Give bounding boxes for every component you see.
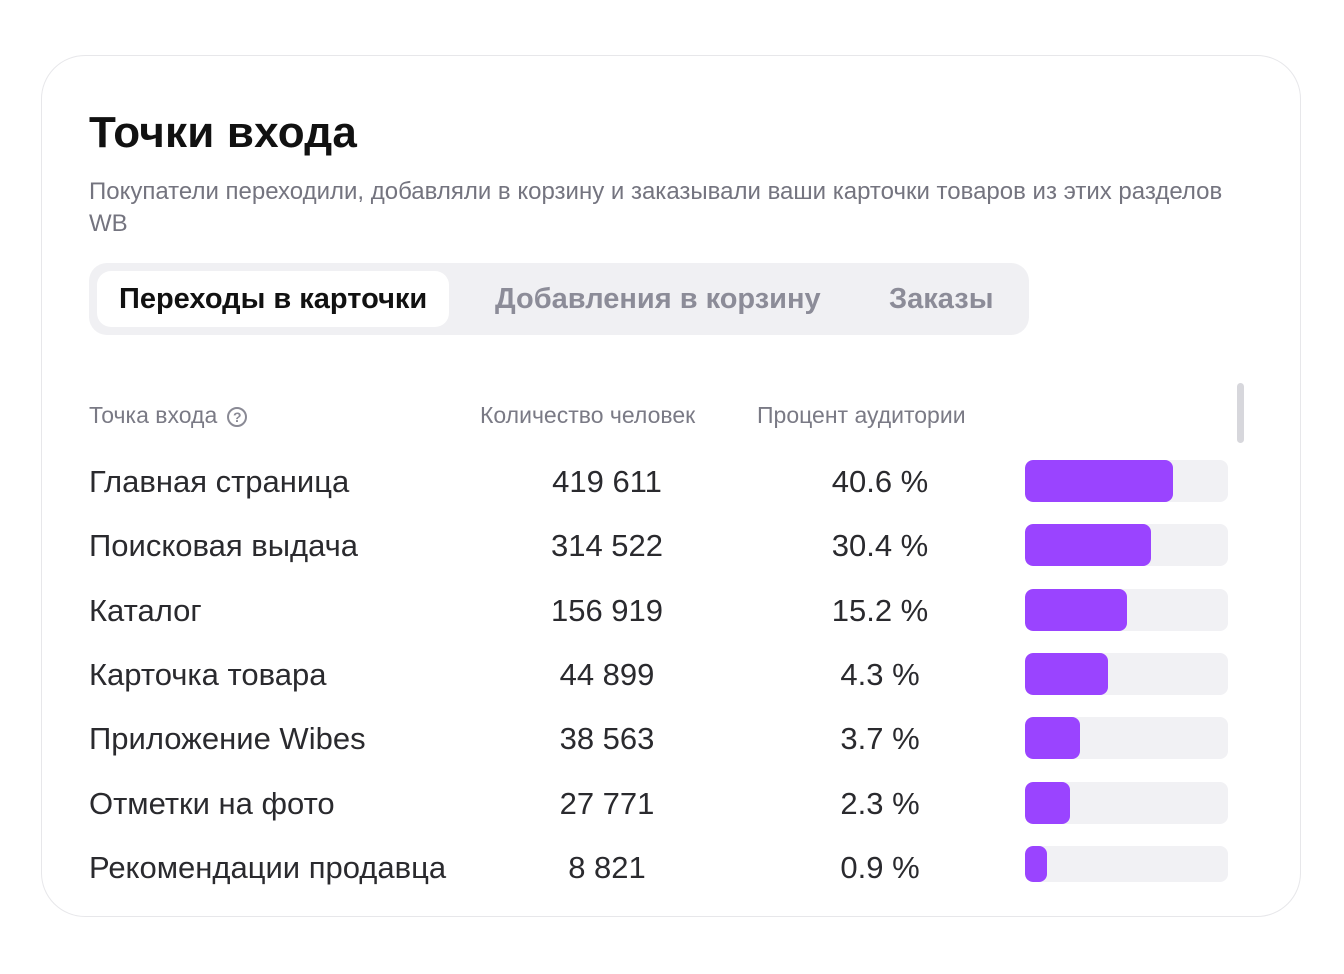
- row-share-bar-fill: [1025, 781, 1070, 824]
- row-entry-point-name: Поисковая выдача: [89, 528, 359, 564]
- row-share-bar-fill: [1025, 717, 1080, 760]
- column-header-percent: Процент аудитории: [757, 402, 966, 428]
- vertical-scrollbar[interactable]: [1237, 383, 1244, 443]
- row-share-bar-fill: [1025, 460, 1174, 502]
- row-people-count: 27 771: [559, 785, 655, 821]
- card-title: Точки входа: [89, 108, 358, 157]
- row-entry-point-name: Карточка товара: [89, 656, 327, 692]
- column-header-entry-point-label: Точка входа: [89, 402, 218, 428]
- row-entry-point-name: Рекомендации продавца: [89, 849, 447, 885]
- row-entry-point-name: Каталог: [89, 592, 202, 628]
- row-people-count: 38 563: [559, 721, 655, 757]
- row-entry-point-name: Отметки на фото: [89, 785, 335, 821]
- row-share-bar-fill: [1025, 588, 1127, 631]
- row-share-bar-fill: [1025, 652, 1109, 695]
- row-audience-percent: 2.3 %: [840, 785, 920, 821]
- row-audience-percent: 4.3 %: [840, 656, 920, 692]
- row-share-bar-track: [1025, 460, 1228, 502]
- row-audience-percent: 0.9 %: [840, 849, 920, 885]
- column-header-entry-point: Точка входа?: [89, 402, 248, 429]
- tab-add-to-cart[interactable]: Добавления в корзину: [495, 283, 821, 315]
- question-circle-icon[interactable]: ?: [227, 407, 248, 427]
- row-people-count: 156 919: [550, 592, 664, 628]
- column-header-people: Количество человек: [480, 402, 696, 428]
- row-people-count: 44 899: [559, 656, 655, 692]
- row-entry-point-name: Главная страница: [89, 464, 350, 499]
- row-audience-percent: 40.6 %: [831, 464, 929, 499]
- card-subtitle: Покупатели переходили, добавляли в корзи…: [89, 178, 1223, 237]
- row-share-bar-fill: [1025, 845, 1048, 882]
- row-share-bar-track: [1025, 845, 1228, 882]
- row-entry-point-name: Приложение Wibes: [89, 721, 366, 757]
- row-share-bar-track: [1025, 717, 1228, 760]
- row-audience-percent: 15.2 %: [831, 592, 929, 628]
- row-people-count: 314 522: [550, 528, 664, 564]
- row-share-bar-track: [1025, 781, 1228, 824]
- row-share-bar-track: [1025, 652, 1228, 695]
- row-people-count: 8 821: [568, 849, 646, 885]
- tab-bar: Переходы в карточки Добавления в корзину…: [89, 263, 1029, 335]
- row-audience-percent: 3.7 %: [840, 721, 920, 757]
- row-share-bar-track: [1025, 524, 1228, 567]
- row-people-count: 419 611: [552, 464, 662, 499]
- row-share-bar-fill: [1025, 524, 1151, 567]
- tab-orders[interactable]: Заказы: [889, 283, 994, 315]
- row-share-bar-track: [1025, 588, 1228, 631]
- tab-card-visits[interactable]: Переходы в карточки: [97, 271, 450, 327]
- row-audience-percent: 30.4 %: [831, 528, 929, 564]
